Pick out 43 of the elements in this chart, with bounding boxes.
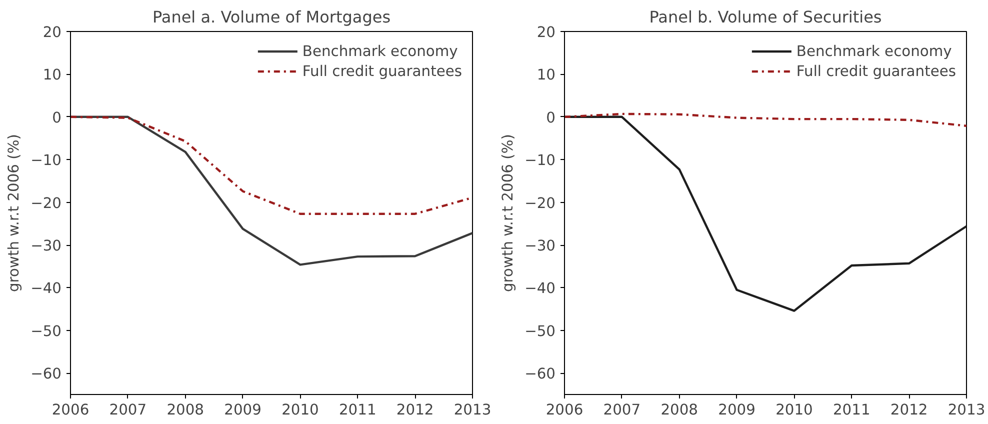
y-tick-label: 10 [42, 66, 62, 84]
x-tick-label: 2012 [890, 402, 928, 418]
legend-label: Full credit guarantees [302, 62, 462, 80]
x-tick-label: 2009 [224, 402, 262, 418]
line-series [564, 112, 966, 127]
y-tick-label: −50 [524, 322, 556, 340]
x-tick-label: 2009 [718, 402, 756, 418]
y-tick-label: 20 [42, 24, 62, 41]
x-tick-label: 2013 [948, 402, 986, 418]
chart-title: Panel a. Volume of Mortgages [152, 8, 391, 26]
x-tick-label: 2010 [776, 402, 813, 418]
legend-label: Benchmark economy [796, 42, 952, 60]
y-tick-label: −30 [30, 238, 62, 255]
legend-label: Full credit guarantees [796, 62, 956, 80]
legend-label: Benchmark economy [302, 42, 458, 60]
x-tick-label: 2011 [338, 402, 376, 418]
y-tick-label: −20 [30, 194, 62, 212]
y-axis-title: growth w.r.t 2006 (%) [6, 134, 23, 292]
x-tick-label: 2013 [454, 402, 492, 418]
x-tick-label: 2007 [603, 402, 641, 418]
y-tick-label: 10 [536, 66, 556, 84]
x-tick-label: 2007 [109, 402, 147, 418]
y-tick-label: −40 [524, 280, 556, 298]
x-tick-label: 2012 [396, 402, 434, 418]
y-tick-label: 0 [546, 109, 556, 126]
x-tick-label: 2008 [166, 402, 204, 418]
y-tick-label: −60 [524, 366, 556, 383]
y-tick-label: −20 [524, 194, 556, 212]
y-tick-label: 0 [52, 109, 62, 126]
x-tick-label: 2010 [282, 402, 319, 418]
y-axis-title: growth w.r.t 2006 (%) [500, 134, 517, 292]
y-tick-label: −30 [524, 238, 556, 255]
x-tick-label: 2008 [660, 402, 698, 418]
chart-title: Panel b. Volume of Securities [649, 8, 882, 26]
y-tick-label: −40 [30, 280, 62, 298]
y-tick-label: −10 [30, 152, 62, 170]
x-tick-label: 2006 [52, 402, 90, 418]
y-tick-label: −10 [524, 152, 556, 170]
y-tick-label: −60 [30, 366, 62, 383]
y-tick-label: −50 [30, 322, 62, 340]
x-tick-label: 2006 [546, 402, 584, 418]
y-tick-label: 20 [536, 24, 556, 41]
x-tick-label: 2011 [832, 402, 870, 418]
